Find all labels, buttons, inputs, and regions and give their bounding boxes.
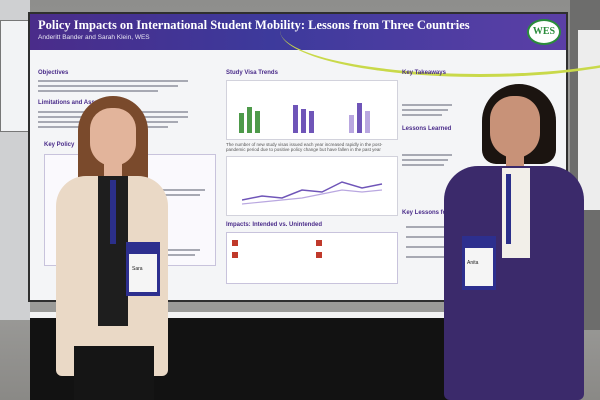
objectives-text-line	[38, 80, 188, 82]
key-lessons-text-line	[406, 226, 466, 228]
chart-caption: The number of new study visas issued eac…	[226, 142, 383, 152]
badge-name: Sara	[132, 266, 143, 272]
lessons-text-line	[402, 154, 452, 156]
chart-bar	[365, 111, 370, 133]
chart-bar	[309, 111, 314, 133]
presenter-right: Anita	[440, 84, 590, 400]
poster-title: Policy Impacts on International Student …	[38, 18, 470, 32]
line-series	[242, 181, 383, 201]
study-visa-trends-heading: Study Visa Trends	[226, 70, 278, 76]
chart-bar	[357, 103, 362, 133]
key-policy-text-line	[150, 249, 200, 251]
table-top	[30, 312, 460, 322]
presenter-left: Sara	[50, 96, 180, 400]
badge-name: Anita	[467, 260, 479, 266]
lessons-learned-heading: Lessons Learned	[402, 126, 452, 132]
name-badge: Anita	[462, 236, 496, 290]
line-chart-svg	[242, 181, 383, 205]
name-badge: Sara	[126, 242, 160, 296]
chart-bar	[301, 109, 306, 133]
chart-bar	[239, 113, 244, 133]
trousers	[74, 346, 154, 400]
wes-logo-text: WES	[532, 26, 556, 37]
impact-icon	[232, 240, 238, 246]
lessons-text-line	[402, 159, 448, 161]
badge-card	[465, 248, 493, 286]
objectives-text-line	[38, 90, 158, 92]
impact-icon	[316, 252, 322, 258]
key-lessons-text-line	[406, 236, 466, 238]
chart-bar	[247, 107, 252, 133]
key-policy-heading: Key Policy	[44, 142, 75, 148]
key-lessons-text-line	[406, 246, 461, 248]
chart-bar	[293, 105, 298, 133]
key-policy-text-line	[150, 189, 205, 191]
neck	[104, 162, 122, 180]
objectives-text-line	[38, 85, 178, 87]
key-policy-text-line	[150, 254, 195, 256]
bar-chart-panel	[226, 80, 398, 140]
key-takeaways-heading: Key Takeaways	[402, 70, 446, 76]
lessons-text-line	[402, 164, 444, 166]
impact-icon	[316, 240, 322, 246]
takeaway-text-line	[402, 109, 448, 111]
key-lessons-heading: Key Lessons for the Univ	[402, 210, 475, 216]
impact-icon	[232, 252, 238, 258]
poster-authors: Anderitt Bander and Sarah Klein, WES	[38, 34, 150, 41]
adjacent-poster-right	[578, 30, 600, 210]
face	[490, 96, 540, 158]
badge-card	[129, 254, 157, 292]
badge-lanyard	[110, 180, 116, 244]
chart-bar	[349, 115, 354, 133]
poster-banner: Policy Impacts on International Student …	[30, 14, 600, 77]
objectives-heading: Objectives	[38, 70, 69, 76]
banner-accent-curve	[280, 0, 600, 77]
key-policy-text-line	[150, 194, 200, 196]
wes-logo: WES	[527, 19, 561, 45]
adjacent-poster-left	[0, 20, 30, 132]
impacts-box	[226, 232, 398, 284]
badge-lanyard	[506, 174, 511, 244]
impacts-heading: Impacts: Intended vs. Unintended	[226, 222, 323, 228]
limitations-heading: Limitations and Assumptions	[38, 100, 122, 106]
takeaway-text-line	[402, 114, 442, 116]
face	[90, 108, 136, 166]
line-series	[242, 189, 383, 205]
takeaway-text-line	[402, 104, 452, 106]
chart-bar	[255, 111, 260, 133]
key-lessons-text-line	[406, 256, 456, 258]
